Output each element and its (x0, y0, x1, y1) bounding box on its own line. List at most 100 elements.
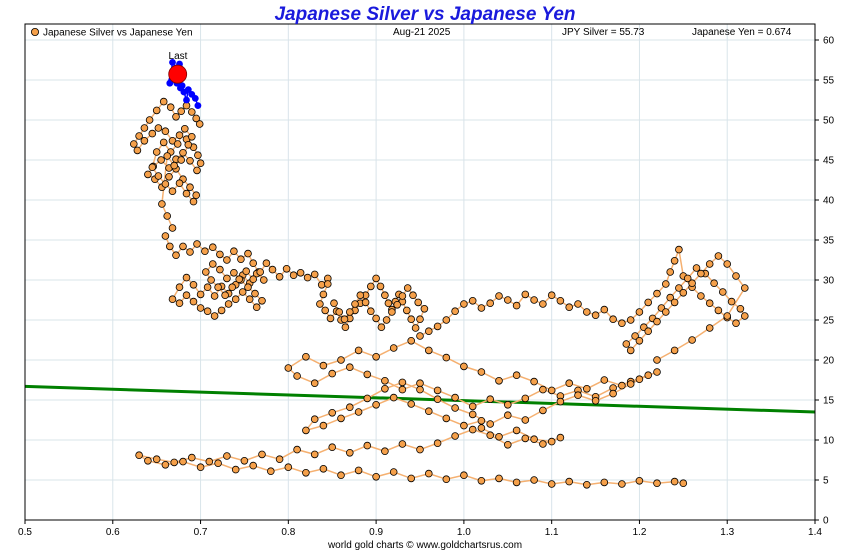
data-point (486, 395, 495, 404)
data-point (341, 323, 350, 332)
data-point (231, 465, 240, 474)
data-point (223, 274, 231, 283)
x-tick-label: 0.6 (106, 527, 120, 538)
y-tick-label: 45 (823, 156, 835, 167)
data-point (468, 410, 477, 419)
data-point (653, 479, 661, 488)
data-point (189, 297, 198, 306)
data-point (683, 274, 692, 283)
data-point (670, 477, 679, 486)
data-point (388, 308, 396, 316)
data-point (714, 306, 723, 315)
data-point (154, 124, 163, 132)
data-point (407, 400, 416, 408)
data-point (366, 282, 375, 291)
last-point-marker (168, 64, 188, 84)
recent-point (169, 59, 176, 66)
data-point (740, 312, 749, 320)
data-point (679, 288, 688, 297)
data-point (688, 336, 696, 344)
data-point (231, 295, 240, 304)
data-point (319, 464, 328, 473)
data-point (618, 319, 626, 328)
data-point (186, 183, 194, 192)
legend-label: Japanese Silver vs Japanese Yen (43, 28, 193, 39)
x-tick-label: 1.0 (457, 527, 471, 538)
data-point (186, 248, 194, 256)
data-point (381, 447, 389, 456)
data-point (407, 474, 416, 483)
data-point (328, 443, 337, 452)
data-point (188, 453, 196, 462)
data-point (217, 306, 226, 315)
data-point (661, 280, 670, 288)
data-point (354, 346, 363, 355)
data-point (230, 247, 238, 256)
data-point (166, 242, 174, 251)
data-point (574, 300, 582, 308)
data-point (521, 290, 530, 299)
data-point (732, 319, 740, 328)
data-point (188, 108, 196, 116)
data-point (477, 368, 486, 376)
data-point (635, 308, 644, 316)
x-tick-label: 1.4 (808, 527, 822, 538)
data-point (468, 402, 477, 411)
data-point (209, 260, 217, 268)
recent-point (188, 91, 196, 98)
data-point (161, 180, 170, 188)
data-point (345, 308, 354, 316)
data-point (238, 288, 247, 296)
data-point (249, 461, 258, 470)
data-point (175, 131, 184, 140)
data-point (376, 282, 385, 291)
data-point (398, 385, 407, 394)
data-point (240, 456, 249, 465)
data-point (653, 289, 661, 298)
data-point (565, 303, 573, 312)
data-point (705, 299, 714, 308)
data-point (433, 386, 442, 395)
data-point (389, 344, 398, 352)
data-point (503, 411, 512, 420)
data-point (258, 450, 266, 459)
data-point (203, 307, 212, 316)
data-point (451, 404, 459, 412)
data-point (530, 377, 538, 386)
x-tick-label: 0.8 (281, 527, 295, 538)
y-tick-label: 0 (823, 516, 829, 527)
data-point (177, 156, 186, 164)
data-point (337, 471, 345, 480)
data-point (714, 252, 723, 260)
data-point (224, 300, 233, 308)
data-point (159, 138, 168, 147)
data-point (216, 265, 224, 274)
data-point (582, 384, 591, 393)
data-point (181, 125, 189, 133)
data-point (189, 280, 198, 289)
data-point (416, 315, 424, 324)
data-point (495, 292, 503, 300)
data-point (230, 268, 238, 277)
data-point (477, 476, 486, 485)
data-point (158, 200, 166, 208)
data-point (361, 298, 370, 307)
data-point (165, 173, 173, 181)
data-point (345, 448, 354, 457)
data-point (486, 299, 495, 308)
data-point (163, 212, 172, 220)
data-point (539, 385, 547, 394)
data-point (609, 315, 617, 324)
data-point (210, 292, 219, 300)
data-point (351, 300, 359, 308)
x-tick-label: 1.3 (720, 527, 734, 538)
data-point (363, 370, 372, 379)
data-point (644, 371, 652, 380)
chart-title: Japanese Silver vs Japanese Yen (274, 4, 575, 25)
data-point (310, 450, 319, 459)
data-point (214, 459, 222, 468)
data-point (186, 157, 194, 165)
data-point (565, 379, 573, 388)
data-point (705, 260, 714, 268)
